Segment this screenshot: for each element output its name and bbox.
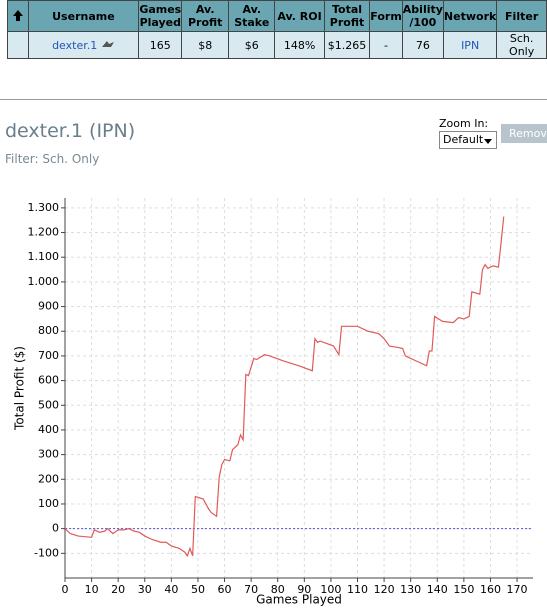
cell [7, 31, 29, 59]
x-tick-label: 30 [138, 583, 152, 596]
cell: - [369, 31, 403, 59]
cell: Sch. Only [496, 31, 547, 59]
header-cell[interactable]: Total Profit [323, 0, 371, 32]
network-link[interactable]: IPN [461, 38, 480, 52]
username-link[interactable]: dexter.1 [52, 38, 98, 52]
y-tick-label: -100 [34, 546, 59, 559]
x-tick-label: 70 [244, 583, 258, 596]
cell: $6 [228, 31, 276, 59]
header-cell[interactable]: Av. Profit [181, 0, 230, 32]
x-tick-label: 60 [218, 583, 232, 596]
x-tick-label: 80 [271, 583, 285, 596]
x-axis-label: Games Played [256, 593, 342, 607]
x-tick-label: 160 [480, 583, 501, 596]
x-tick-label: 50 [191, 583, 205, 596]
x-tick-label: 20 [111, 583, 125, 596]
header-cell[interactable]: Filter [496, 0, 547, 32]
cell: 165 [138, 31, 183, 59]
profit-line [64, 216, 505, 558]
cell: $1.265 [323, 31, 371, 59]
x-tick-label: 110 [347, 583, 368, 596]
header-cell[interactable]: Form [369, 0, 403, 32]
y-tick-label: 0 [52, 522, 59, 535]
y-tick-label: 1.300 [28, 201, 60, 214]
header-cell[interactable]: Username [27, 0, 140, 32]
x-tick-label: 100 [320, 583, 341, 596]
shark-icon [101, 40, 114, 47]
y-tick-label: 600 [38, 374, 59, 387]
header-cell[interactable]: Av. ROI [274, 0, 325, 32]
y-tick-label: 500 [38, 398, 59, 411]
zoom-value: Default [443, 133, 484, 146]
y-tick-label: 1.000 [28, 275, 60, 288]
y-tick-label: 1.200 [28, 226, 60, 239]
y-axis-label: Total Profit ($) [13, 346, 27, 431]
y-tick-label: 700 [38, 349, 59, 362]
cell: $8 [181, 31, 230, 59]
zoom-label: Zoom In: [439, 117, 489, 130]
y-tick-label: 100 [38, 497, 59, 510]
player-title: dexter.1 (IPN) [5, 120, 136, 142]
plot-area [65, 198, 533, 578]
divider [0, 99, 547, 100]
y-tick-label: 300 [38, 448, 59, 461]
y-tick-label: 900 [38, 300, 59, 313]
x-tick-label: 10 [85, 583, 99, 596]
x-tick-label: 130 [400, 583, 421, 596]
header-cell[interactable]: Ability /100 [401, 0, 444, 32]
remove-button[interactable]: Remove [501, 124, 547, 143]
x-tick-label: 0 [62, 583, 69, 596]
y-tick-label: 400 [38, 423, 59, 436]
x-tick-label: 90 [297, 583, 311, 596]
filter-text: Filter: Sch. Only [5, 152, 100, 166]
cell: 76 [401, 31, 444, 59]
header-cell[interactable]: Network [442, 0, 498, 32]
cell: IPN [442, 31, 498, 59]
y-tick-label: 1.100 [28, 250, 60, 263]
x-tick-label: 150 [453, 583, 474, 596]
x-tick-label: 140 [427, 583, 448, 596]
cell: dexter.1 [27, 31, 140, 59]
stats-table: Username Games Played Av. Profit Av. Sta… [7, 0, 547, 59]
x-tick-label: 170 [507, 583, 528, 596]
y-tick-label: 200 [38, 472, 59, 485]
x-tick-label: 120 [374, 583, 395, 596]
y-tick-label: 800 [38, 324, 59, 337]
zoom-select[interactable]: Default [439, 131, 497, 149]
x-tick-label: 40 [164, 583, 178, 596]
